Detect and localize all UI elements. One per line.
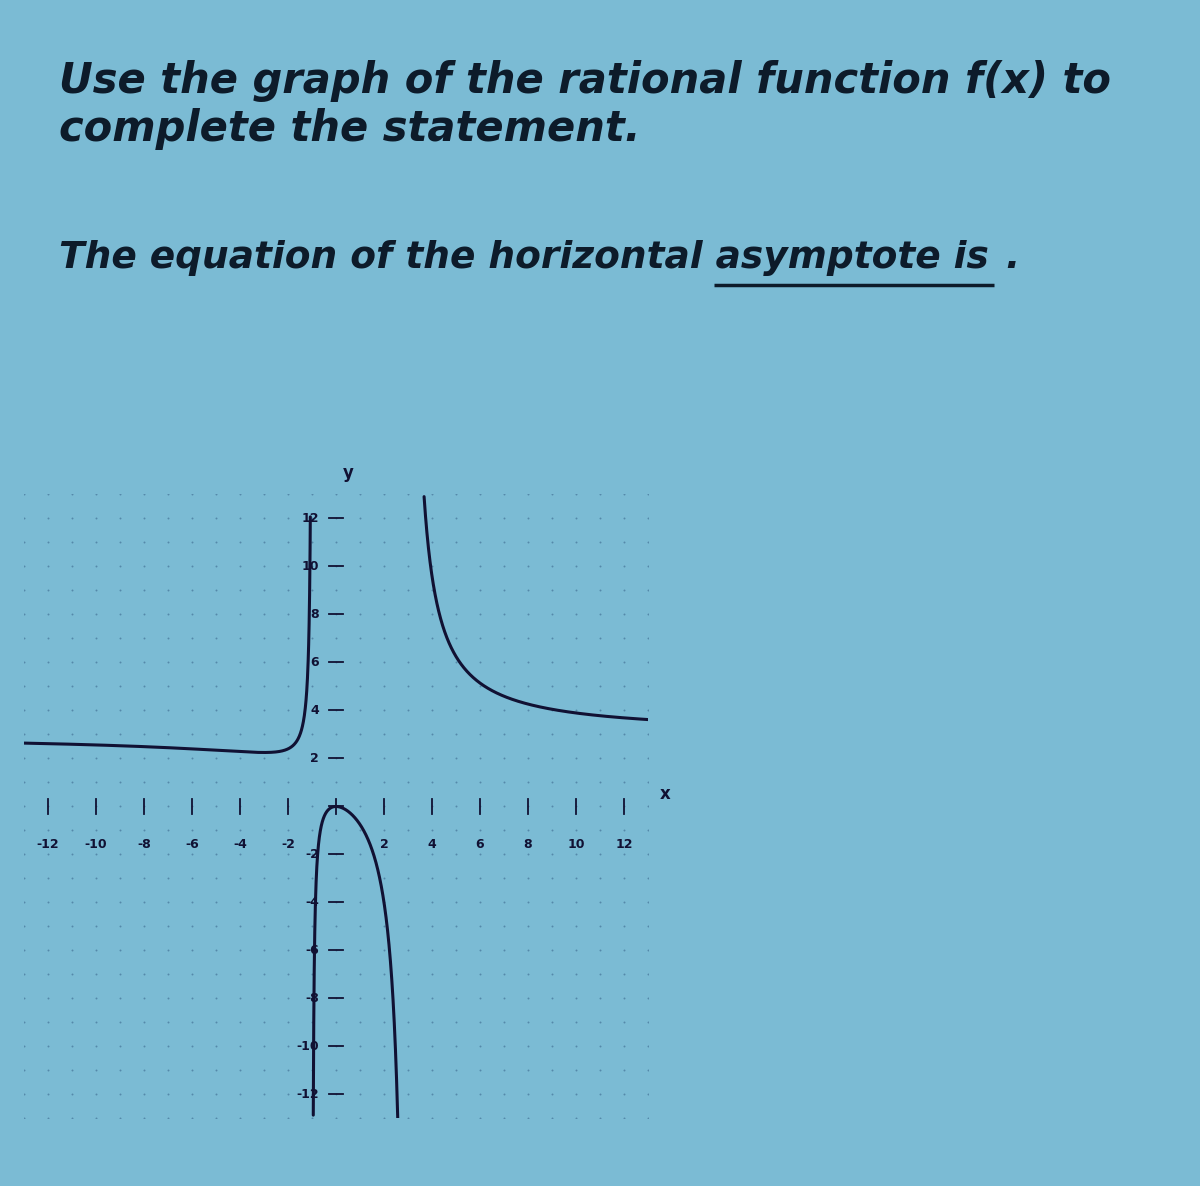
Text: -10: -10 bbox=[85, 837, 107, 850]
Text: -4: -4 bbox=[233, 837, 247, 850]
Text: .: . bbox=[1006, 240, 1019, 276]
Text: -8: -8 bbox=[137, 837, 151, 850]
Text: 12: 12 bbox=[301, 512, 319, 525]
Text: 8: 8 bbox=[311, 608, 319, 621]
Text: 12: 12 bbox=[616, 837, 632, 850]
Text: 4: 4 bbox=[311, 704, 319, 718]
Text: -4: -4 bbox=[305, 895, 319, 908]
Text: 4: 4 bbox=[427, 837, 437, 850]
Text: Use the graph of the rational function f(x) to complete the statement.: Use the graph of the rational function f… bbox=[59, 59, 1111, 151]
Text: y: y bbox=[342, 465, 354, 483]
Text: -2: -2 bbox=[281, 837, 295, 850]
Text: 10: 10 bbox=[568, 837, 584, 850]
Text: The equation of the horizontal asymptote is: The equation of the horizontal asymptote… bbox=[59, 240, 989, 276]
Text: 6: 6 bbox=[311, 656, 319, 669]
Text: 10: 10 bbox=[301, 560, 319, 573]
Text: x: x bbox=[660, 785, 671, 803]
Text: 8: 8 bbox=[523, 837, 533, 850]
Text: -10: -10 bbox=[296, 1040, 319, 1053]
Text: -6: -6 bbox=[185, 837, 199, 850]
Text: -6: -6 bbox=[306, 944, 319, 957]
Text: 6: 6 bbox=[475, 837, 485, 850]
Text: -2: -2 bbox=[305, 848, 319, 861]
Text: 2: 2 bbox=[379, 837, 389, 850]
Text: -8: -8 bbox=[306, 991, 319, 1005]
Text: -12: -12 bbox=[37, 837, 59, 850]
Text: -12: -12 bbox=[296, 1088, 319, 1101]
Text: 2: 2 bbox=[311, 752, 319, 765]
